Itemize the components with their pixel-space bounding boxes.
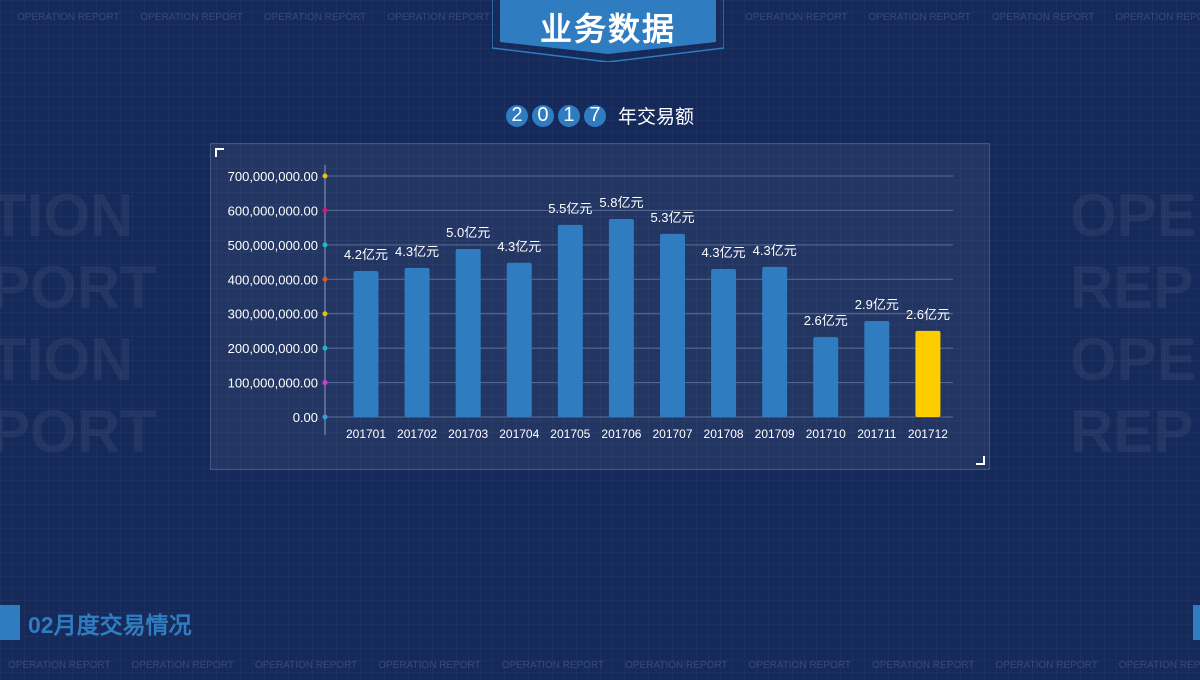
y-tick-label: 100,000,000.00 (228, 376, 318, 391)
chart-title: 2 0 1 7 年交易额 (0, 102, 1200, 129)
x-tick-label: 201703 (448, 427, 488, 441)
chart-panel (210, 143, 990, 470)
watermark-text: OPERATION REPORT (501, 660, 605, 671)
watermark-text: OPERATION REPORT (378, 660, 481, 671)
tick-dot (322, 173, 328, 179)
watermark-text: OPERATION REPORT (131, 660, 234, 671)
x-tick-label: 201707 (652, 427, 692, 441)
data-label: 5.8亿元 (599, 195, 643, 210)
bar (762, 266, 788, 417)
big-watermark-left: TION PORT TION PORT (0, 182, 157, 465)
x-tick-label: 201708 (704, 427, 744, 441)
bar (813, 337, 839, 417)
x-tick-label: 201701 (346, 427, 386, 441)
y-tick-label: 600,000,000.00 (228, 203, 318, 218)
watermark-text: OPERATION REPORT (140, 12, 243, 23)
watermark-text: OPERATION REPORT (871, 660, 975, 671)
data-label: 4.2亿元 (344, 247, 388, 262)
tick-dot (322, 311, 328, 317)
header-banner (492, 0, 724, 62)
y-tick-label: 300,000,000.00 (228, 307, 318, 322)
y-tick-label: 400,000,000.00 (228, 272, 318, 287)
bar (353, 271, 379, 417)
x-tick-label: 201712 (908, 427, 948, 441)
watermark-text: OPERATION REPORT (991, 12, 1095, 23)
data-label: 4.3亿元 (497, 239, 541, 254)
watermark-text: OPERATION REPORT (1118, 660, 1200, 671)
watermark-text: OPERATION REPORT (387, 12, 490, 23)
watermark-text: OPERATION REPORT (868, 12, 971, 23)
year-digit: 0 (531, 104, 554, 127)
year-digit: 1 (557, 104, 580, 127)
x-tick-label: 201711 (857, 427, 896, 441)
big-watermark-right: OPE REP OPE REP (1070, 182, 1197, 465)
data-label: 4.3亿元 (753, 243, 797, 258)
corner-decoration (976, 456, 985, 465)
tick-dot (322, 414, 328, 420)
x-tick-label: 201709 (755, 427, 795, 441)
y-tick-label: 500,000,000.00 (228, 238, 318, 253)
tick-dot (322, 276, 328, 282)
data-label: 4.3亿元 (395, 244, 439, 259)
bar (455, 248, 481, 417)
watermark-top-right: OPERATION REPORT OPERATION REPORT OPERATIO… (745, 12, 1200, 23)
bar (506, 262, 532, 417)
year-digit: 2 (505, 104, 528, 127)
watermark-text: OPERATION REPORT (995, 660, 1098, 671)
watermark-text: OPERATION REPORT (254, 660, 358, 671)
tick-dot (322, 242, 328, 248)
tick-dot (322, 380, 328, 386)
x-tick-label: 201710 (806, 427, 846, 441)
year-digit: 7 (583, 104, 606, 127)
data-label: 4.3亿元 (702, 245, 746, 260)
x-tick-label: 201704 (499, 427, 539, 441)
section-title: 02月度交易情况 (28, 611, 192, 638)
tick-dot (322, 207, 328, 213)
x-tick-label: 201705 (550, 427, 590, 441)
data-label: 5.3亿元 (650, 210, 694, 225)
y-tick-label: 700,000,000.00 (228, 169, 318, 184)
bar (557, 224, 583, 417)
bar (404, 267, 430, 417)
x-tick-label: 201702 (397, 427, 437, 441)
data-label: 5.5亿元 (548, 201, 592, 216)
x-tick-label: 201706 (601, 427, 641, 441)
section-accent (0, 605, 20, 640)
tick-dot (322, 345, 328, 351)
y-tick-label: 0.00 (293, 410, 318, 425)
data-label: 5.0亿元 (446, 225, 490, 240)
section-accent-right (1193, 605, 1200, 640)
data-label: 2.6亿元 (804, 313, 848, 328)
page-title: 业务数据 (539, 11, 676, 47)
watermark-text: OPERATION REPORT (625, 660, 728, 671)
watermark-text: OPERATION REPORT (748, 660, 851, 671)
data-label: 2.6亿元 (906, 307, 950, 322)
corner-decoration (215, 148, 224, 157)
bar (711, 268, 737, 417)
bar (608, 219, 634, 417)
data-label: 2.9亿元 (855, 297, 899, 312)
watermark-text: OPERATION REPORT (1115, 12, 1200, 23)
watermark-top-left: OPERATION REPORT OPERATION REPORT OPERATIO… (17, 12, 511, 23)
chart-title-text: 年交易额 (617, 107, 694, 128)
watermark-bottom: OPERATION REPORT OPERATION REPORT OPERATIO… (8, 660, 1200, 671)
watermark-text: OPERATION REPORT (17, 12, 120, 23)
section-heading: 02月度交易情况 (0, 605, 192, 640)
bar (864, 320, 890, 417)
watermark-text: OPERATION REPORT (263, 12, 367, 23)
watermark-text: OPERATION REPORT (8, 660, 111, 671)
y-tick-label: 200,000,000.00 (228, 341, 318, 356)
bar (660, 233, 685, 417)
watermark-text: OPERATION REPORT (745, 12, 848, 23)
bar (915, 330, 941, 417)
